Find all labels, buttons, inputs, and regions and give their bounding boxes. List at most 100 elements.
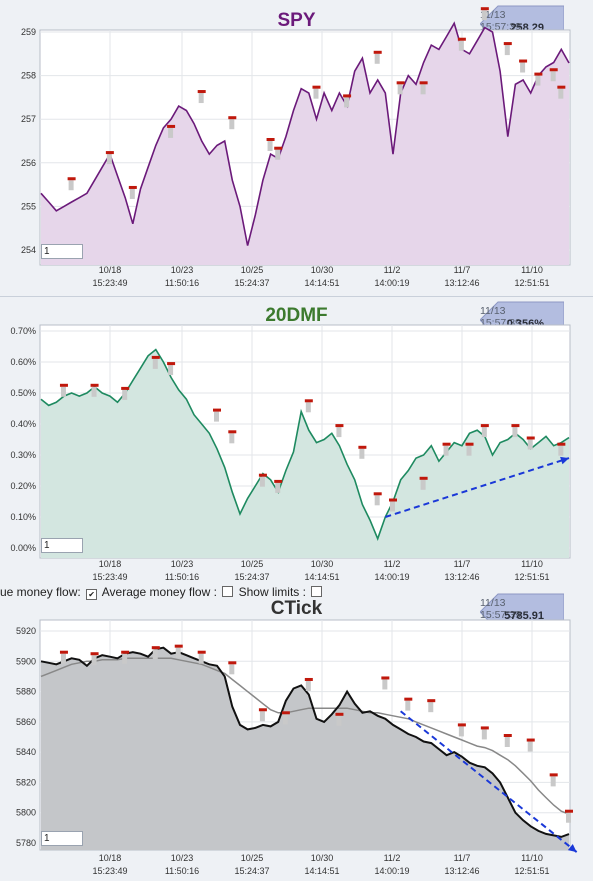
- dmf-period-field[interactable]: 1: [41, 538, 83, 553]
- x-tick-date: 11/7: [454, 853, 471, 863]
- x-tick-time: 13:12:46: [444, 866, 479, 876]
- marker-flag: [167, 124, 176, 128]
- marker-flag: [266, 138, 275, 141]
- spy-period-field[interactable]: 1: [41, 244, 83, 259]
- marker-stem: [282, 714, 288, 725]
- marker-stem: [397, 84, 403, 95]
- x-tick-date: 10/18: [99, 559, 122, 569]
- options-row: ue money flow: ✔ Average money flow : Sh…: [0, 585, 324, 600]
- marker-stem: [60, 386, 66, 397]
- marker-flag: [480, 7, 489, 11]
- y-tick-label: 0.50%: [10, 388, 36, 398]
- marker-flag: [389, 498, 397, 502]
- marker-flag: [228, 430, 237, 434]
- marker-flag: [557, 442, 566, 446]
- y-tick-label: 5840: [16, 747, 36, 757]
- x-tick-date: 11/7: [454, 559, 471, 569]
- y-tick-label: 5780: [16, 838, 36, 848]
- trend-arrow-line: [400, 710, 578, 853]
- x-tick-time: 14:00:19: [374, 572, 409, 582]
- marker-stem: [566, 812, 571, 823]
- y-tick-label: 0.10%: [10, 512, 36, 522]
- y-tick-label: 254: [21, 245, 36, 255]
- marker-flag: [128, 185, 137, 189]
- y-tick-label: 5920: [16, 626, 36, 636]
- x-tick-date: 11/7: [454, 265, 471, 275]
- marker-stem: [558, 445, 564, 456]
- marker-flag: [373, 492, 382, 496]
- marker-flag: [480, 726, 489, 730]
- trend-arrow-line: [385, 457, 570, 518]
- x-tick-date: 10/23: [171, 559, 194, 569]
- marker-flag: [419, 476, 428, 480]
- marker-stem: [504, 45, 510, 56]
- marker-stem: [305, 402, 311, 413]
- marker-stem: [428, 702, 434, 713]
- marker-stem: [259, 711, 265, 722]
- marker-flag: [90, 383, 99, 387]
- marker-stem: [198, 93, 204, 104]
- ctick-period-field[interactable]: 1: [41, 831, 83, 846]
- marker-flag: [534, 72, 543, 76]
- marker-flag: [304, 399, 313, 403]
- marker-flag: [274, 479, 283, 483]
- y-tick-label: 0.70%: [10, 326, 36, 336]
- marker-stem: [344, 97, 350, 108]
- y-tick-label: 5860: [16, 717, 36, 727]
- series-area: [41, 647, 569, 850]
- dmf-chart: 0.70% 0.60% 0.50% 0.40% 0.30% 0.20% 0.10% 0.00%…: [10, 324, 571, 582]
- marker-stem: [558, 88, 564, 99]
- ctick-chart: 5920 5900 5880 5860 5840 5820 5800 5780 10/18 15:…: [16, 619, 578, 876]
- marker-flag: [335, 712, 344, 716]
- marker-stem: [275, 482, 281, 493]
- money-flow-label: ue money flow:: [0, 585, 81, 599]
- x-tick-time: 15:23:49: [92, 278, 127, 288]
- marker-flag: [59, 650, 68, 654]
- x-tick-date: 10/30: [311, 265, 334, 275]
- x-tick-time: 11:50:16: [165, 866, 199, 876]
- x-tick-time: 14:00:19: [374, 866, 409, 876]
- marker-flag: [121, 386, 130, 390]
- marker-flag: [549, 773, 558, 777]
- x-tick-date: 11/10: [521, 853, 543, 863]
- marker-stem: [313, 88, 319, 99]
- y-tick-label: 259: [21, 27, 36, 37]
- marker-flag: [480, 424, 489, 428]
- series-area: [41, 349, 569, 558]
- marker-stem: [374, 495, 380, 506]
- avg-money-flow-checkbox[interactable]: ✔: [86, 589, 98, 600]
- show-limits-label: Show limits :: [238, 585, 306, 599]
- marker-stem: [458, 40, 464, 51]
- panel-divider: [0, 296, 593, 297]
- ctick-title: CTick: [270, 598, 323, 619]
- marker-flag: [503, 42, 512, 46]
- marker-flag: [419, 81, 428, 85]
- x-tick-time: 15:23:49: [92, 572, 127, 582]
- x-tick-date: 10/23: [171, 265, 194, 275]
- marker-stem: [458, 726, 464, 737]
- show-limits-checkbox[interactable]: [222, 586, 234, 597]
- series-line: [40, 348, 570, 541]
- x-tick-time: 13:12:46: [444, 572, 479, 582]
- callout-timestamp: 11/13 15:57:39: [480, 597, 521, 621]
- marker-flag: [228, 116, 237, 120]
- marker-flag: [174, 644, 183, 648]
- x-tick-time: 15:24:37: [234, 866, 269, 876]
- marker-stem: [405, 700, 411, 711]
- marker-flag: [503, 734, 512, 737]
- extra-checkbox[interactable]: [311, 586, 323, 597]
- marker-stem: [336, 715, 342, 726]
- marker-stem: [168, 365, 174, 376]
- x-tick-time: 13:12:46: [444, 278, 479, 288]
- marker-stem: [129, 188, 135, 199]
- marker-flag: [519, 59, 528, 63]
- x-tick-time: 14:14:51: [304, 278, 339, 288]
- marker-stem: [466, 445, 472, 456]
- marker-flag: [258, 708, 267, 712]
- marker-stem: [481, 10, 487, 21]
- y-tick-label: 257: [21, 114, 36, 124]
- avg-money-flow-label: Average money flow :: [101, 585, 217, 599]
- spy-chart: 259 258 257 256 255 254 10/18 15:23:49 10/23 11:5…: [21, 7, 571, 288]
- x-tick-date: 10/25: [241, 265, 264, 275]
- y-tick-label: 255: [21, 201, 36, 211]
